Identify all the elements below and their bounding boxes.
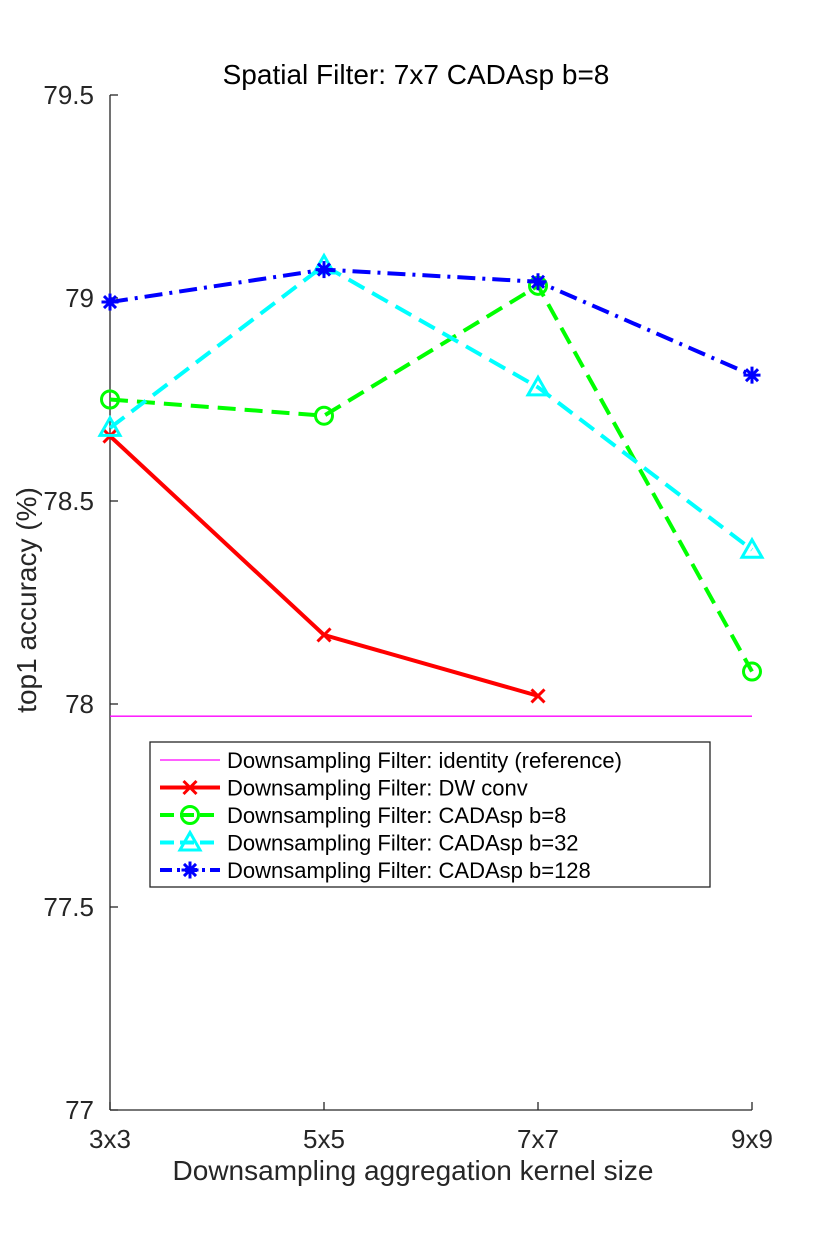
legend-label: Downsampling Filter: CADAsp b=32 xyxy=(227,831,579,856)
series-line xyxy=(109,267,753,377)
series-layer xyxy=(97,252,765,704)
series-line xyxy=(109,283,754,673)
legend-label: Downsampling Filter: CADAsp b=128 xyxy=(227,858,591,883)
marker-asterisk xyxy=(102,294,118,310)
y-tick-label: 79 xyxy=(65,283,94,313)
series-0 xyxy=(102,428,546,704)
x-tick-label: 3x3 xyxy=(89,1124,131,1154)
series-3 xyxy=(101,261,761,384)
data-point xyxy=(742,661,762,682)
series-line xyxy=(108,434,539,698)
legend-item: Downsampling Filter: CADAsp b=32 xyxy=(160,829,579,856)
marker-x xyxy=(316,627,332,643)
y-tick-label: 77 xyxy=(65,1095,94,1125)
series-line xyxy=(108,263,754,552)
marker-circle xyxy=(100,389,120,410)
data-point xyxy=(100,389,120,410)
marker-triangle xyxy=(739,536,765,559)
data-point xyxy=(315,261,333,279)
axes: 77 77.5 78 78.5 79 79.5 3x3 5x5 7x7 9x9 xyxy=(43,80,773,1154)
data-point xyxy=(181,861,199,879)
data-point xyxy=(525,374,551,397)
marker-asterisk xyxy=(316,262,332,277)
data-point xyxy=(177,829,203,852)
legend: Downsampling Filter: identity (reference… xyxy=(149,741,711,888)
data-point xyxy=(180,805,200,825)
y-tick-label: 77.5 xyxy=(43,892,94,922)
marker-x xyxy=(182,779,198,796)
x-tick-label: 5x5 xyxy=(303,1124,345,1154)
legend-label: Downsampling Filter: CADAsp b=8 xyxy=(227,803,566,828)
marker-triangle xyxy=(97,414,123,437)
marker-triangle xyxy=(177,829,203,852)
legend-item: Downsampling Filter: DW conv xyxy=(160,776,528,801)
marker-circle xyxy=(742,661,762,682)
data-point xyxy=(314,405,334,426)
y-tick-label: 78.5 xyxy=(43,486,94,516)
marker-triangle xyxy=(525,374,551,397)
marker-circle xyxy=(180,805,200,825)
data-point xyxy=(182,779,198,796)
data-point xyxy=(316,627,332,643)
legend-box xyxy=(149,741,711,888)
x-axis-title: Downsampling aggregation kernel size xyxy=(173,1155,654,1186)
x-tick-label: 7x7 xyxy=(517,1124,559,1154)
legend-label: Downsampling Filter: identity (reference… xyxy=(227,748,622,773)
marker-x xyxy=(530,688,546,704)
legend-label: Downsampling Filter: DW conv xyxy=(227,776,528,801)
chart-title: Spatial Filter: 7x7 CADAsp b=8 xyxy=(223,59,610,90)
data-point xyxy=(743,366,761,384)
marker-asterisk xyxy=(744,368,760,383)
marker-circle xyxy=(314,405,334,426)
legend-item: Downsampling Filter: CADAsp b=128 xyxy=(160,858,591,883)
marker-asterisk xyxy=(182,862,198,878)
marker-asterisk xyxy=(530,274,546,289)
data-point xyxy=(97,414,123,437)
x-tick-label: 9x9 xyxy=(731,1124,773,1154)
legend-item: Downsampling Filter: identity (reference… xyxy=(160,748,622,773)
data-point xyxy=(529,273,547,291)
y-axis-title: top1 accuracy (%) xyxy=(11,487,42,713)
data-point xyxy=(101,293,119,311)
legend-item: Downsampling Filter: CADAsp b=8 xyxy=(160,803,566,828)
y-tick-label: 78 xyxy=(65,689,94,719)
y-tick-label: 79.5 xyxy=(43,80,94,110)
data-point xyxy=(530,688,546,704)
data-point xyxy=(739,536,765,559)
